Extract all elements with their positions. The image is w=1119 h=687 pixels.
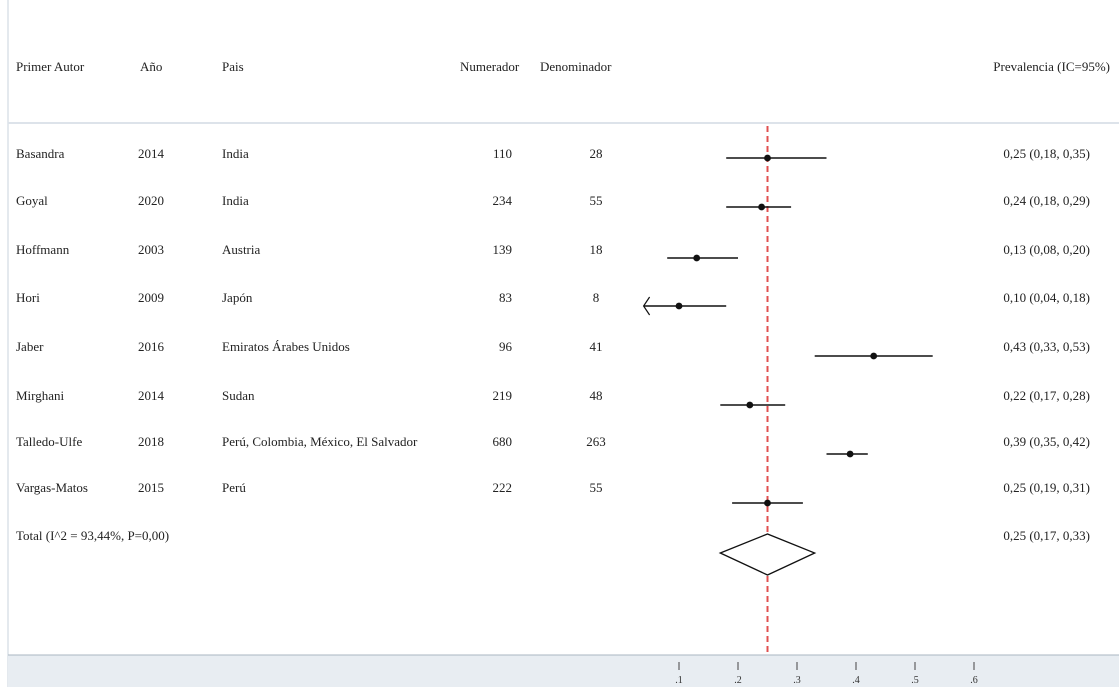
- row-estimate-label: 0,43 (0,33, 0,53): [1003, 339, 1090, 354]
- x-tick-label: .6: [970, 675, 978, 686]
- row-numerator: 83: [499, 290, 512, 305]
- row-country: India: [222, 146, 249, 161]
- row-numerator: 110: [493, 146, 512, 161]
- header-numerator: Numerador: [460, 59, 520, 74]
- point-estimate: [746, 401, 754, 409]
- row-estimate-label: 0,24 (0,18, 0,29): [1003, 193, 1090, 208]
- point-estimate: [693, 254, 701, 262]
- row-numerator: 139: [493, 242, 513, 257]
- rows-layer: Basandra 2014 India 110 28 0,25 (0,18, 0,35) G…: [16, 126, 1090, 655]
- row-year: 2020: [138, 193, 164, 208]
- row-denominator: 55: [590, 480, 603, 495]
- total-label: Total (I^2 = 93,44%, P=0,00): [16, 528, 169, 543]
- row-year: 2018: [138, 434, 164, 449]
- row-author: Hoffmann: [16, 242, 70, 257]
- point-estimate: [764, 499, 771, 507]
- row-author: Mirghani: [16, 388, 65, 403]
- point-estimate: [764, 154, 771, 162]
- header-country: Pais: [222, 59, 244, 74]
- row-year: 2014: [138, 388, 165, 403]
- row-country: Austria: [222, 242, 261, 257]
- point-estimate: [846, 450, 854, 458]
- row-author: Goyal: [16, 193, 48, 208]
- row-estimate-label: 0,25 (0,18, 0,35): [1003, 146, 1090, 161]
- row-author: Jaber: [16, 339, 44, 354]
- row-country: Emiratos Árabes Unidos: [222, 339, 350, 354]
- row-numerator: 234: [493, 193, 513, 208]
- header-estimate: Prevalencia (IC=95%): [993, 59, 1110, 74]
- pooled-diamond: [718, 533, 817, 576]
- row-author: Basandra: [16, 146, 65, 161]
- point-estimate: [870, 352, 878, 360]
- x-tick-label: .2: [734, 675, 742, 686]
- row-country: Perú, Colombia, México, El Salvador: [222, 434, 418, 449]
- row-country: Sudan: [222, 388, 255, 403]
- axis-band: [8, 655, 1119, 687]
- row-country: India: [222, 193, 249, 208]
- total-estimate-label: 0,25 (0,17, 0,33): [1003, 528, 1090, 543]
- ci-truncation-arrow: [642, 296, 651, 316]
- row-author: Vargas-Matos: [16, 480, 88, 495]
- row-estimate-label: 0,13 (0,08, 0,20): [1003, 242, 1090, 257]
- row-year: 2015: [138, 480, 164, 495]
- header-year: Año: [140, 59, 162, 74]
- row-author: Talledo-Ulfe: [16, 434, 82, 449]
- row-country: Japón: [222, 290, 253, 305]
- header-denominator: Denominador: [540, 59, 612, 74]
- row-denominator: 48: [590, 388, 603, 403]
- row-year: 2016: [138, 339, 165, 354]
- row-denominator: 28: [590, 146, 603, 161]
- plot-background: [8, 0, 1119, 687]
- x-tick-label: .3: [793, 675, 801, 686]
- x-axis: .1 .2 .3 .4 .5 .6: [675, 662, 978, 686]
- row-estimate-label: 0,25 (0,19, 0,31): [1003, 480, 1090, 495]
- row-denominator: 55: [590, 193, 603, 208]
- row-year: 2014: [138, 146, 165, 161]
- header-author: Primer Autor: [16, 59, 85, 74]
- row-numerator: 222: [493, 480, 513, 495]
- row-year: 2003: [138, 242, 164, 257]
- row-denominator: 8: [593, 290, 600, 305]
- row-numerator: 96: [499, 339, 513, 354]
- row-numerator: 680: [493, 434, 513, 449]
- row-numerator: 219: [493, 388, 513, 403]
- row-denominator: 18: [590, 242, 603, 257]
- row-estimate-label: 0,22 (0,17, 0,28): [1003, 388, 1090, 403]
- point-estimate: [758, 203, 765, 211]
- row-country: Perú: [222, 480, 246, 495]
- x-tick-label: .1: [675, 675, 683, 686]
- row-denominator: 41: [590, 339, 603, 354]
- row-year: 2009: [138, 290, 164, 305]
- x-tick-label: .5: [911, 675, 919, 686]
- row-author: Hori: [16, 290, 40, 305]
- row-estimate-label: 0,39 (0,35, 0,42): [1003, 434, 1090, 449]
- x-tick-label: .4: [852, 675, 860, 686]
- point-estimate: [675, 302, 683, 310]
- row-estimate-label: 0,10 (0,04, 0,18): [1003, 290, 1090, 305]
- row-denominator: 263: [586, 434, 606, 449]
